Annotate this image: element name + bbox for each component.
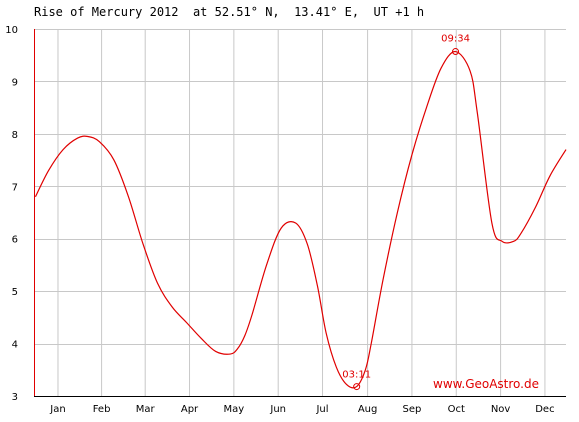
y-tick-label: 8 — [12, 130, 18, 141]
watermark-text: www.GeoAstro.de — [433, 377, 539, 391]
grid-layer — [34, 29, 566, 397]
x-tick-label: Aug — [358, 404, 378, 415]
extremum-time-label: 03:11 — [342, 370, 371, 381]
series-layer — [34, 50, 567, 389]
x-tick-label: Nov — [491, 404, 511, 415]
y-tick-label: 6 — [12, 235, 18, 246]
x-tick-label: Dec — [535, 404, 554, 415]
series-line — [34, 50, 567, 389]
y-tick-label: 4 — [12, 340, 18, 351]
extremum-marker — [452, 48, 460, 56]
annotation-layer: 03:11 09:34 www.GeoAstro.de — [342, 34, 539, 391]
y-tick-label: 5 — [12, 287, 18, 298]
x-tick-label: Mar — [136, 404, 156, 415]
y-tick-label: 10 — [5, 25, 18, 36]
x-tick-label: Feb — [93, 404, 111, 415]
x-tick-label: Jul — [315, 404, 328, 415]
y-tick-label: 9 — [12, 77, 18, 88]
tick-label-layer: 10 9 8 7 6 5 4 3 Jan Feb Mar Apr May Jun Jul Aug Sep Oct N… — [5, 25, 554, 415]
y-tick-label: 7 — [12, 182, 18, 193]
x-tick-label: Sep — [402, 404, 421, 415]
axis-layer — [34, 29, 566, 397]
chart-title: Rise of Mercury 2012 at 52.51° N, 13.41°… — [34, 5, 425, 19]
x-tick-label: Jan — [49, 404, 65, 415]
extremum-time-label: 09:34 — [441, 34, 470, 45]
extremum-marker — [353, 383, 361, 391]
y-tick-label: 3 — [12, 392, 18, 403]
x-tick-label: May — [224, 404, 245, 415]
x-tick-label: Oct — [448, 404, 465, 415]
x-tick-label: Jun — [269, 404, 286, 415]
x-tick-label: Apr — [181, 404, 199, 415]
